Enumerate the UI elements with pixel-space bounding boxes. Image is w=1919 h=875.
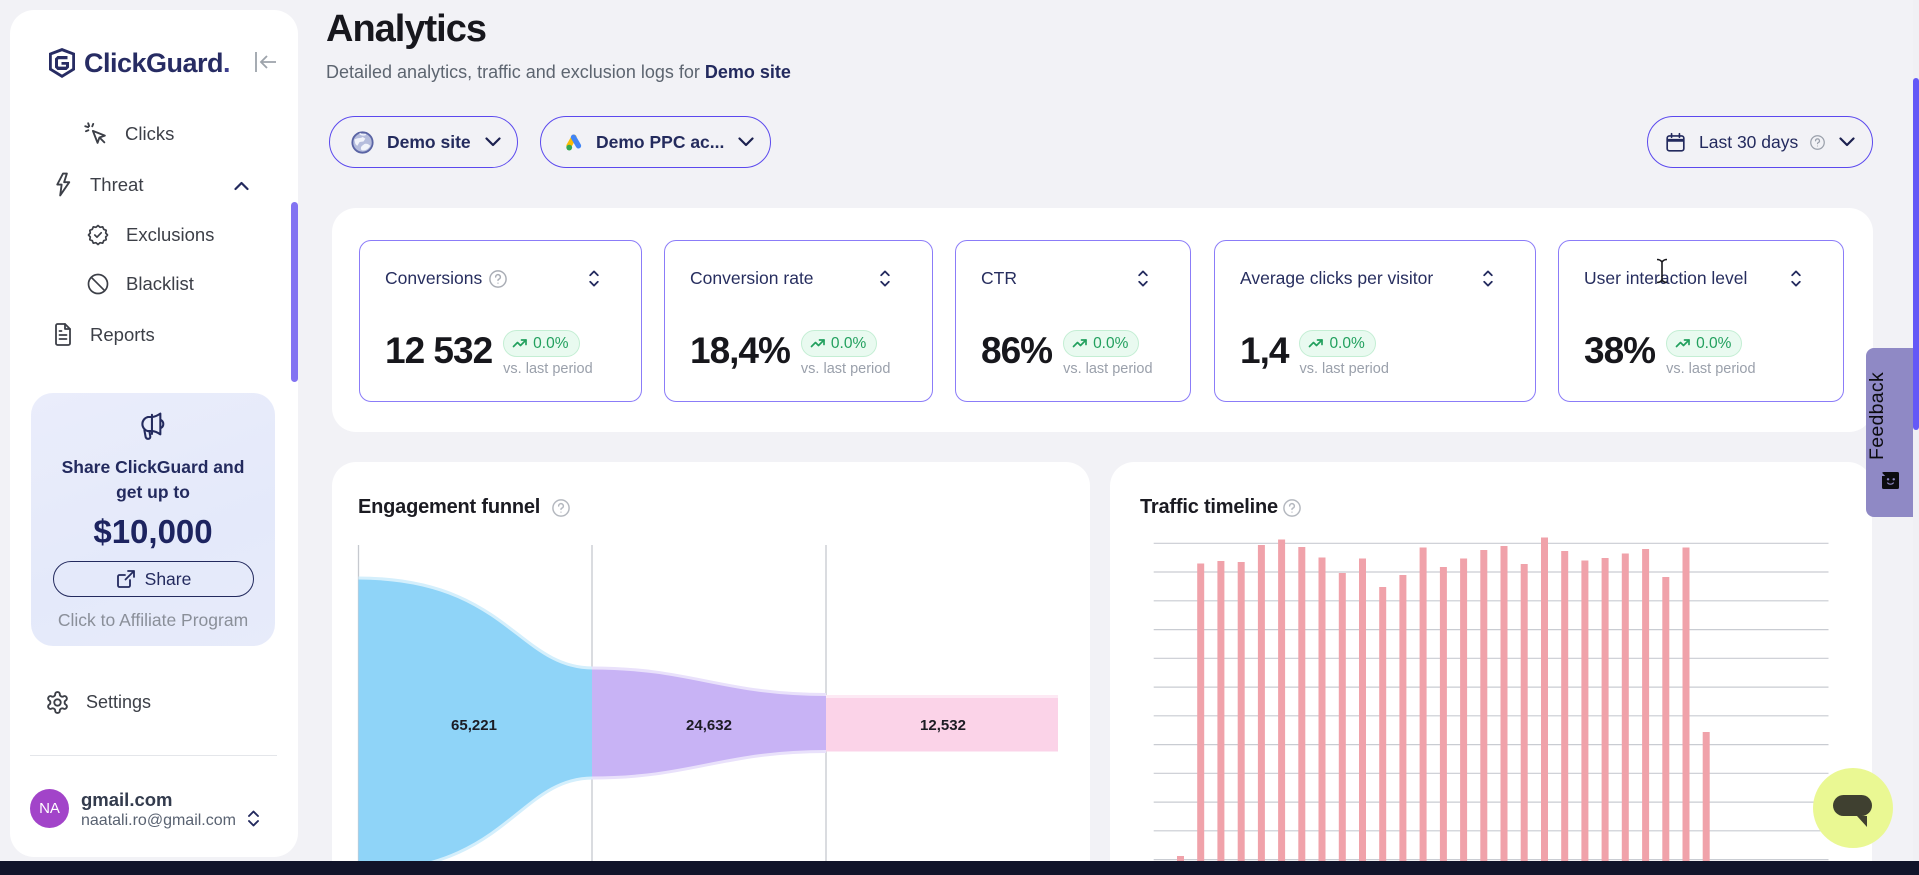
svg-text:24,632: 24,632 [686,717,732,734]
svg-text:12,532: 12,532 [920,717,966,734]
svg-text:65,221: 65,221 [451,717,497,734]
